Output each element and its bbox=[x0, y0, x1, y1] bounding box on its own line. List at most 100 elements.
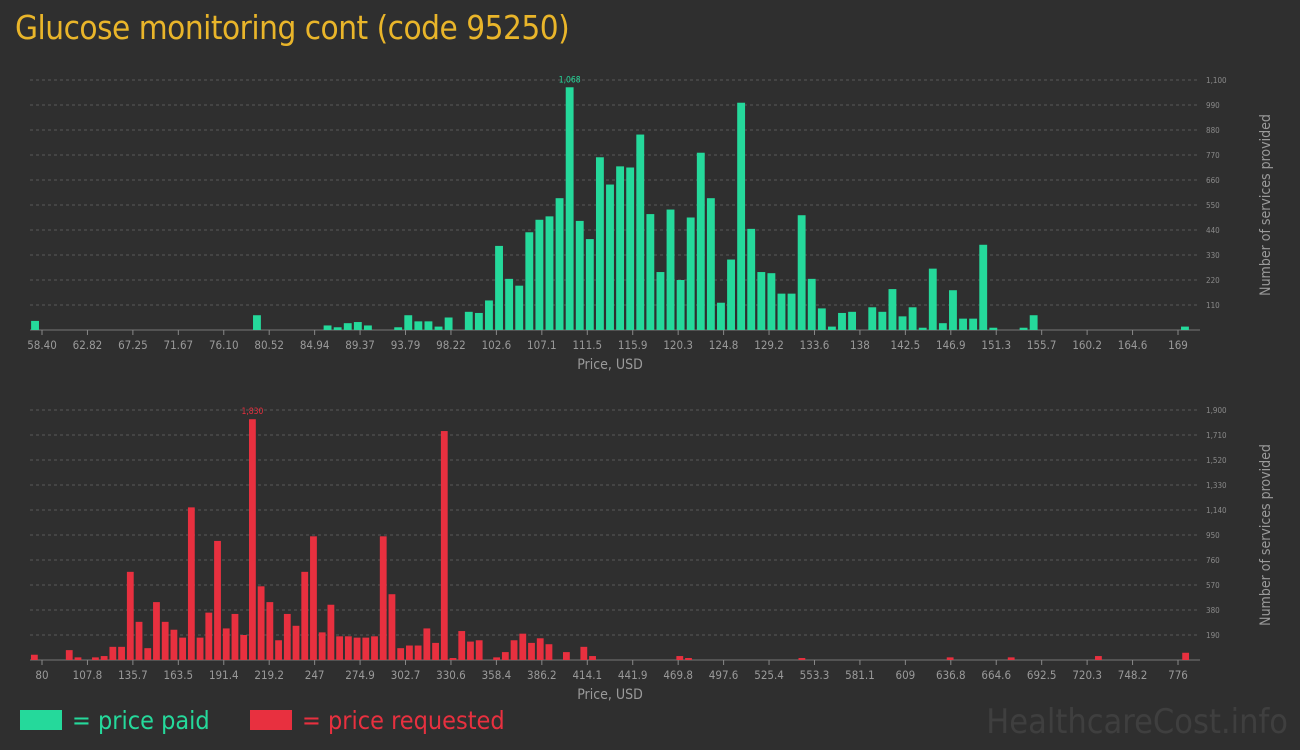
bar bbox=[616, 166, 625, 330]
y-tick-label: 330 bbox=[1206, 251, 1220, 260]
bar bbox=[545, 644, 553, 660]
bar bbox=[676, 656, 684, 660]
bar bbox=[275, 640, 282, 660]
x-tick-label: 169 bbox=[1168, 338, 1188, 352]
bar bbox=[1029, 315, 1038, 330]
x-tick-label: 609 bbox=[895, 668, 915, 682]
bar bbox=[888, 289, 897, 330]
bar bbox=[656, 272, 665, 330]
bar bbox=[817, 308, 826, 330]
peak-value-label: 1,068 bbox=[559, 75, 581, 85]
bar bbox=[827, 326, 836, 330]
x-axis-title: Price, USD bbox=[577, 357, 643, 373]
bar bbox=[333, 327, 342, 330]
x-tick-label: 80 bbox=[35, 668, 48, 682]
x-tick-label: 302.7 bbox=[391, 668, 421, 682]
bar bbox=[545, 216, 554, 330]
bar bbox=[343, 323, 352, 330]
y-axis-title: Number of services provided bbox=[1258, 114, 1274, 296]
bar bbox=[231, 613, 239, 660]
x-tick-label: 776 bbox=[1168, 668, 1188, 682]
bar bbox=[589, 656, 596, 660]
y-tick-label: 1,520 bbox=[1206, 456, 1227, 465]
bar bbox=[555, 198, 564, 330]
bar bbox=[205, 612, 213, 660]
bar bbox=[685, 658, 692, 660]
bar bbox=[510, 640, 518, 660]
x-tick-label: 98.22 bbox=[436, 338, 466, 352]
bar bbox=[362, 637, 370, 660]
bar bbox=[323, 325, 332, 330]
x-tick-label: 84.94 bbox=[300, 338, 330, 352]
bar bbox=[266, 602, 274, 660]
x-tick-label: 720.3 bbox=[1072, 668, 1102, 682]
bar bbox=[565, 87, 574, 330]
bar bbox=[495, 245, 503, 330]
bar bbox=[397, 648, 405, 660]
x-tick-label: 89.37 bbox=[345, 338, 375, 352]
x-tick-label: 71.67 bbox=[164, 338, 194, 352]
y-tick-label: 1,330 bbox=[1206, 481, 1227, 490]
y-tick-label: 1,140 bbox=[1206, 506, 1227, 515]
bar bbox=[249, 419, 256, 660]
bar bbox=[30, 654, 38, 660]
x-tick-label: 247 bbox=[305, 668, 325, 682]
bar bbox=[757, 272, 766, 330]
bar bbox=[1095, 656, 1102, 660]
bar bbox=[394, 327, 403, 330]
bar bbox=[575, 220, 584, 330]
bar bbox=[222, 628, 230, 660]
bar bbox=[777, 293, 786, 330]
bar bbox=[485, 300, 493, 330]
bar bbox=[336, 636, 344, 660]
x-tick-label: 469.8 bbox=[663, 668, 693, 682]
bar bbox=[404, 315, 413, 330]
bar bbox=[868, 307, 877, 330]
bar bbox=[696, 152, 705, 330]
bar bbox=[65, 650, 73, 660]
bar bbox=[798, 658, 806, 660]
y-tick-label: 190 bbox=[1206, 631, 1220, 640]
bar bbox=[1182, 652, 1190, 660]
bar bbox=[946, 657, 954, 660]
bar bbox=[292, 625, 300, 660]
bar bbox=[424, 321, 433, 330]
x-axis-title: Price, USD bbox=[577, 687, 643, 703]
bar bbox=[1019, 327, 1028, 330]
y-tick-label: 950 bbox=[1206, 531, 1220, 540]
y-tick-label: 770 bbox=[1206, 151, 1220, 160]
y-tick-label: 660 bbox=[1206, 176, 1220, 185]
x-tick-label: 386.2 bbox=[527, 668, 557, 682]
y-tick-label: 440 bbox=[1206, 226, 1220, 235]
bar bbox=[432, 642, 439, 660]
x-tick-label: 414.1 bbox=[572, 668, 602, 682]
bar bbox=[519, 633, 527, 660]
bar bbox=[528, 642, 535, 660]
bar bbox=[126, 571, 134, 660]
x-tick-label: 748.2 bbox=[1118, 668, 1148, 682]
requested-swatch bbox=[250, 710, 292, 730]
peak-value-label: 1,830 bbox=[241, 407, 263, 417]
x-tick-label: 525.4 bbox=[754, 668, 784, 682]
bar bbox=[423, 628, 431, 660]
bar bbox=[737, 102, 746, 331]
bar bbox=[253, 315, 261, 330]
bar bbox=[878, 311, 887, 330]
bar bbox=[444, 317, 453, 330]
chart-title: Glucose monitoring cont (code 95250) bbox=[15, 8, 570, 47]
bar bbox=[969, 318, 978, 330]
bar bbox=[414, 321, 423, 330]
bar bbox=[344, 636, 352, 660]
x-tick-label: 146.9 bbox=[936, 338, 966, 352]
x-tick-label: 107.8 bbox=[73, 668, 103, 682]
x-tick-label: 133.6 bbox=[800, 338, 830, 352]
bar bbox=[92, 657, 99, 660]
bar bbox=[1181, 326, 1189, 330]
bar bbox=[767, 273, 776, 330]
paid-histogram: 110 220 330 440 550 660 770 880 990 1,100 1,068 58.… bbox=[27, 75, 1274, 373]
bar bbox=[580, 646, 588, 660]
bar bbox=[283, 613, 291, 660]
y-tick-label: 570 bbox=[1206, 581, 1220, 590]
legend-paid-label: = price paid bbox=[72, 705, 210, 735]
bar bbox=[606, 184, 614, 330]
